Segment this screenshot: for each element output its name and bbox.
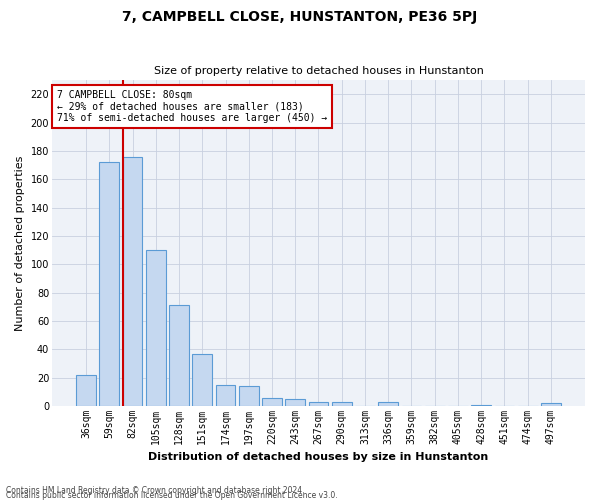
Bar: [239, 386, 259, 406]
Bar: [122, 156, 142, 406]
Y-axis label: Number of detached properties: Number of detached properties: [15, 156, 25, 331]
Bar: [541, 404, 561, 406]
Bar: [193, 354, 212, 406]
Text: 7 CAMPBELL CLOSE: 80sqm
← 29% of detached houses are smaller (183)
71% of semi-d: 7 CAMPBELL CLOSE: 80sqm ← 29% of detache…: [57, 90, 328, 123]
X-axis label: Distribution of detached houses by size in Hunstanton: Distribution of detached houses by size …: [148, 452, 488, 462]
Bar: [100, 162, 119, 406]
Bar: [379, 402, 398, 406]
Bar: [332, 402, 352, 406]
Text: Contains public sector information licensed under the Open Government Licence v3: Contains public sector information licen…: [6, 491, 338, 500]
Bar: [308, 402, 328, 406]
Bar: [215, 385, 235, 406]
Bar: [146, 250, 166, 406]
Bar: [286, 399, 305, 406]
Text: Contains HM Land Registry data © Crown copyright and database right 2024.: Contains HM Land Registry data © Crown c…: [6, 486, 305, 495]
Bar: [169, 306, 189, 406]
Bar: [471, 404, 491, 406]
Title: Size of property relative to detached houses in Hunstanton: Size of property relative to detached ho…: [154, 66, 484, 76]
Text: 7, CAMPBELL CLOSE, HUNSTANTON, PE36 5PJ: 7, CAMPBELL CLOSE, HUNSTANTON, PE36 5PJ: [122, 10, 478, 24]
Bar: [76, 375, 96, 406]
Bar: [262, 398, 282, 406]
